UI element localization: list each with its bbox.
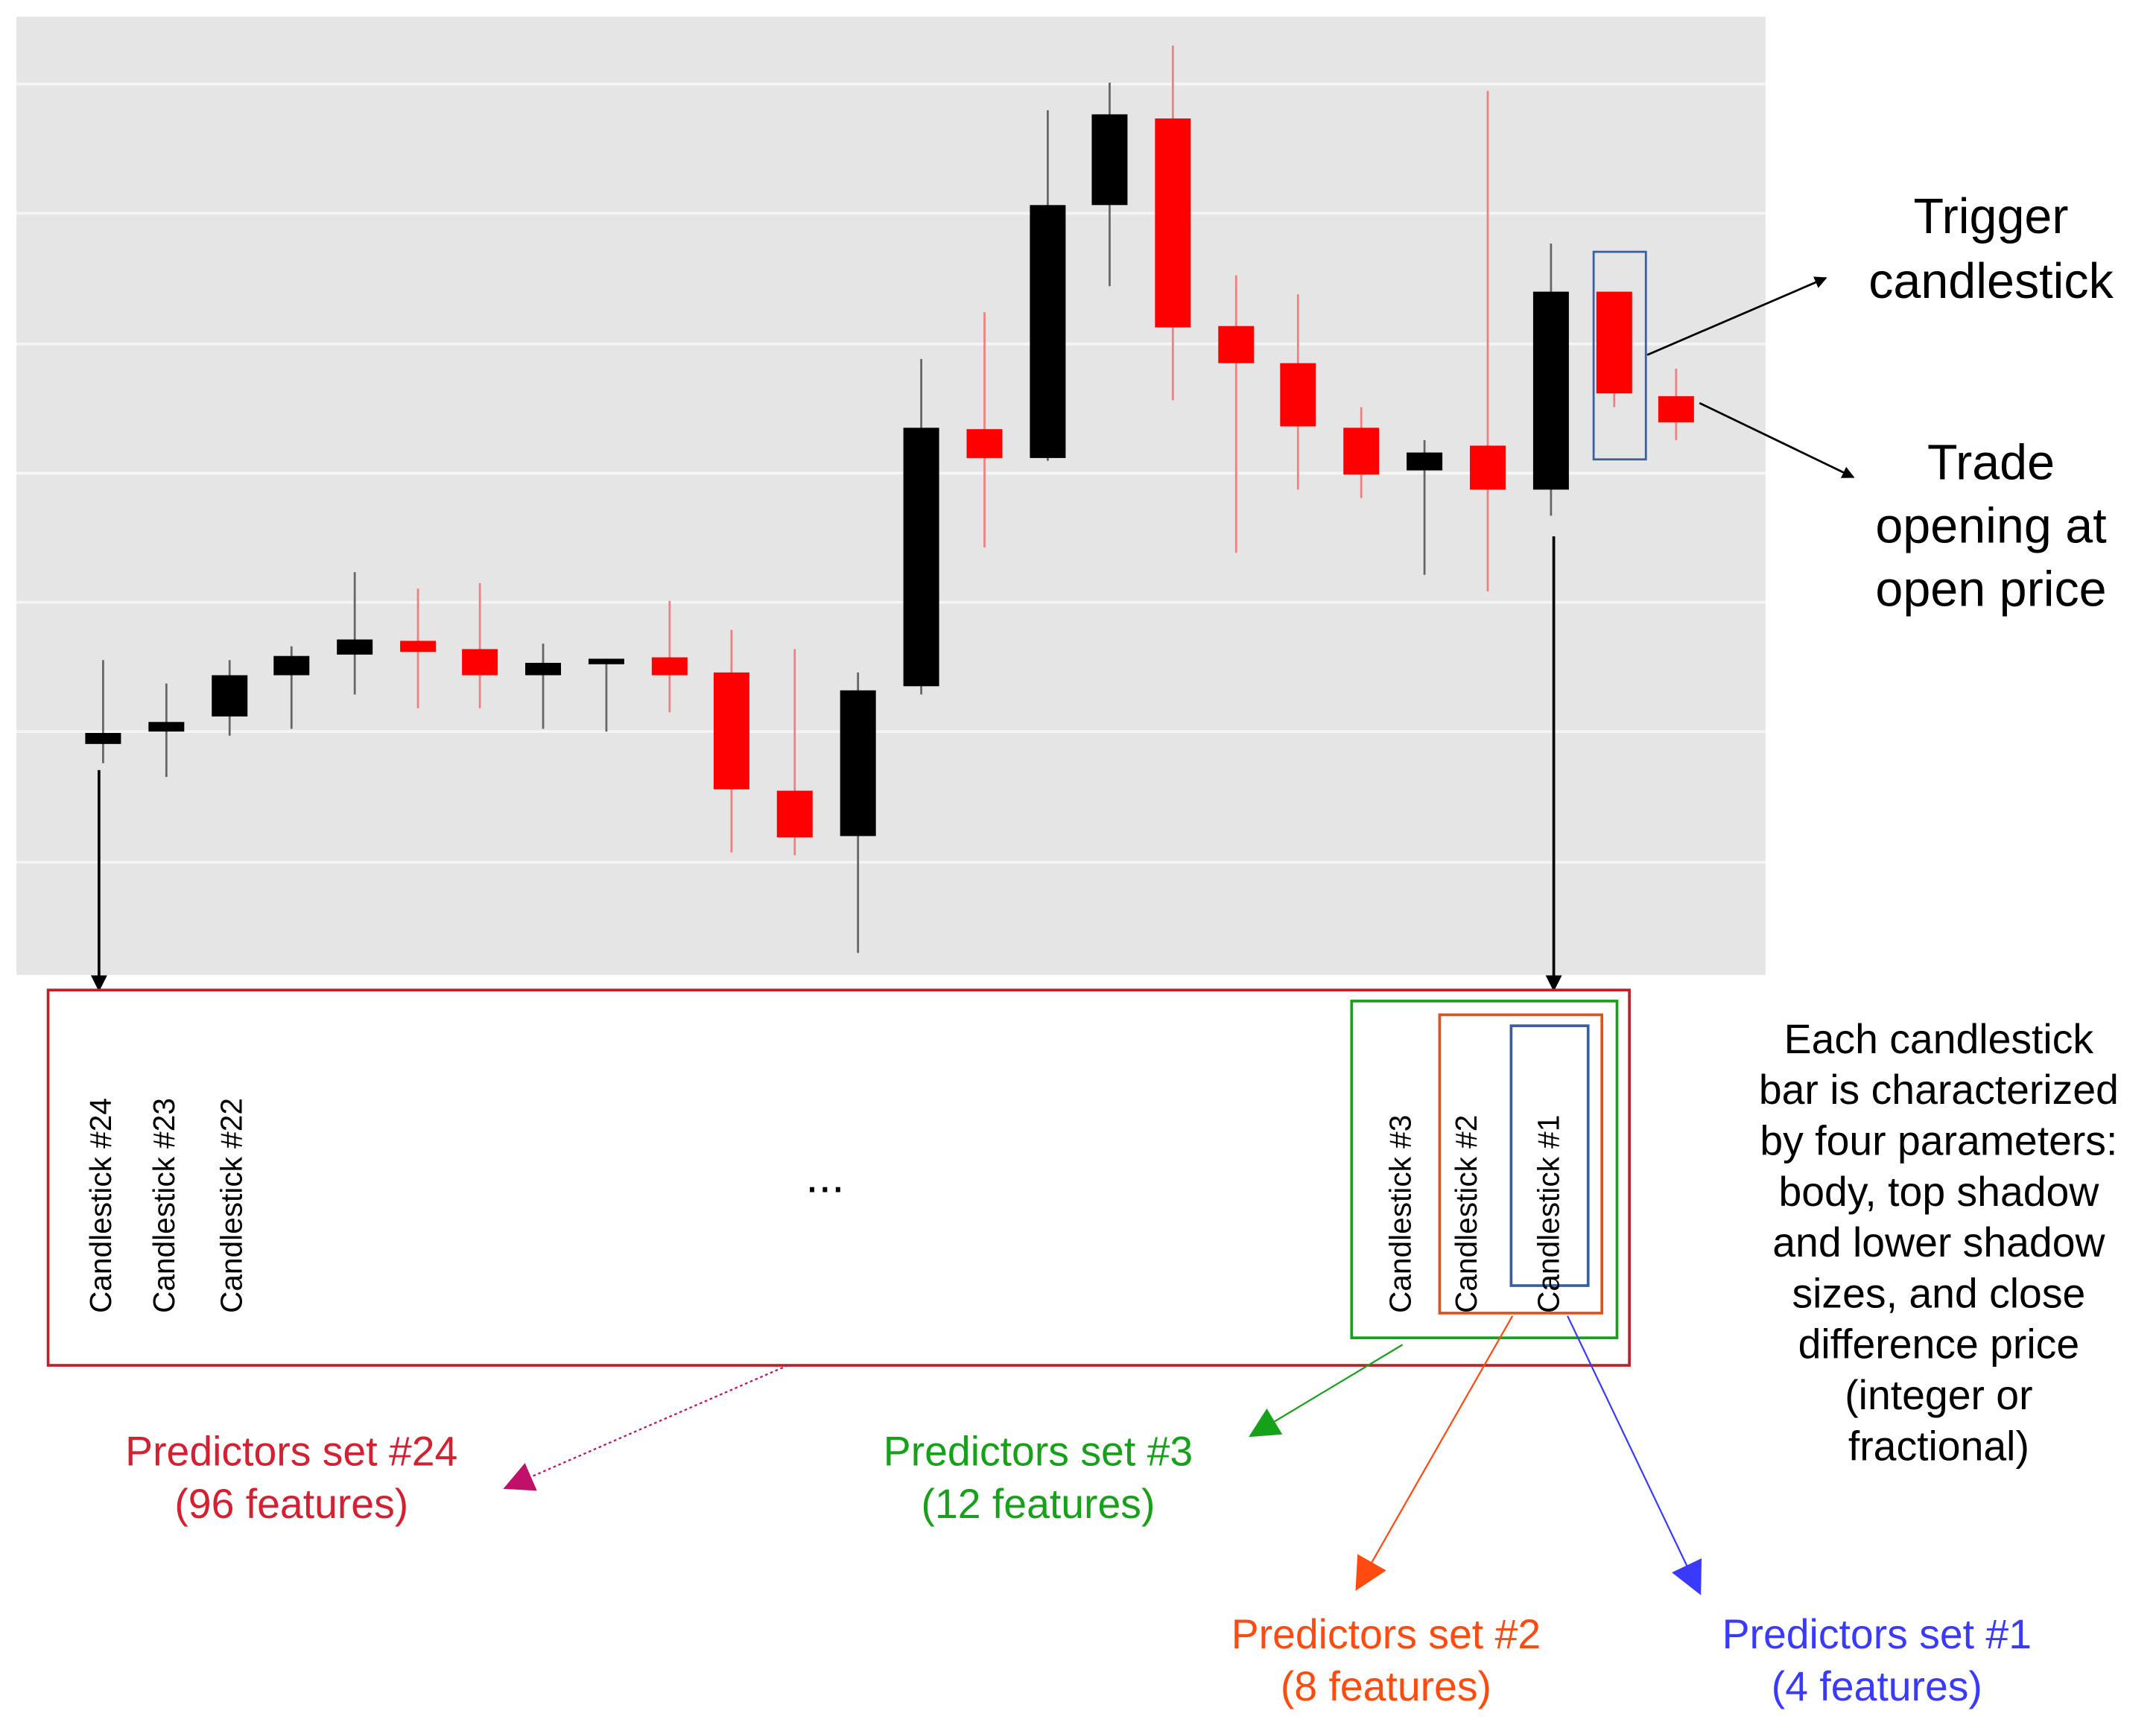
candle-body (1407, 452, 1443, 471)
predictor-title: Predictors set #1 (1722, 1611, 2032, 1657)
candlestick-label: Candlestick #24 (83, 1098, 118, 1313)
candlestick-label: Candlestick #23 (147, 1098, 181, 1313)
candle-body (1280, 363, 1316, 427)
description: difference price (1798, 1321, 2080, 1368)
set2-box (1438, 1013, 1604, 1315)
description: (integer or (1845, 1372, 2032, 1418)
set1-box (1509, 1024, 1590, 1287)
candle-body (85, 733, 121, 744)
candle-body (337, 639, 373, 655)
description: Each candlestick (1784, 1016, 2094, 1062)
predictor-title: Predictors set #2 (1231, 1611, 1541, 1657)
trade-label: open price (1875, 562, 2106, 617)
candle-body (966, 429, 1003, 458)
candle-body (1343, 428, 1380, 475)
arrow (503, 1365, 789, 1491)
candle-body (1470, 445, 1506, 490)
description: sizes, and close (1792, 1270, 2085, 1316)
predictor-title: Predictors set #3 (884, 1429, 1193, 1475)
description: by four parameters: (1760, 1118, 2117, 1164)
description: and lower shadow (1772, 1219, 2105, 1265)
candlestick-label: Candlestick #1 (1532, 1115, 1566, 1313)
candle-body (840, 690, 876, 836)
candle-body (212, 675, 248, 717)
candle-body (148, 722, 185, 732)
trigger-label: Trigger (1914, 189, 2069, 244)
window-box (46, 988, 1631, 1367)
candlestick-label: Candlestick #3 (1383, 1115, 1417, 1313)
candle-body (776, 790, 813, 838)
candle-body (400, 641, 437, 652)
candle-body (1218, 325, 1255, 363)
predictor-features: (8 features) (1281, 1663, 1491, 1709)
candle-body (588, 658, 624, 664)
description: bar is characterized (1759, 1067, 2119, 1113)
arrow (1699, 401, 1855, 479)
trade-label: Trade (1927, 436, 2055, 491)
candle-body (713, 672, 749, 790)
trade-label: opening at (1875, 498, 2106, 553)
arrow (1567, 1315, 1702, 1595)
description: fractional) (1848, 1423, 2029, 1469)
arrow (1249, 1344, 1404, 1438)
candle-body (462, 649, 498, 676)
set3-box (1350, 1000, 1619, 1339)
arrow (1355, 1315, 1514, 1591)
candle-body (1532, 291, 1569, 490)
predictor-title: Predictors set #24 (125, 1429, 457, 1475)
candle-body (1030, 205, 1066, 458)
candle-body (1091, 114, 1128, 206)
candle-chart (16, 16, 1766, 975)
description: body, top shadow (1778, 1169, 2099, 1215)
trigger-label: candlestick (1868, 254, 2114, 309)
candlestick-label: Candlestick #2 (1449, 1115, 1483, 1313)
trigger-box (1592, 250, 1647, 461)
arrow (1646, 276, 1827, 356)
candlestick-label: Candlestick #22 (214, 1098, 248, 1313)
predictor-features: (12 features) (922, 1481, 1155, 1527)
candle-body (1155, 118, 1191, 328)
chart-background (16, 16, 1766, 975)
candle-body (903, 428, 939, 687)
candle-body (1596, 291, 1632, 394)
candle-body (273, 655, 310, 676)
predictor-features: (96 features) (174, 1481, 408, 1527)
predictor-features: (4 features) (1772, 1663, 1982, 1709)
candle-body (1658, 396, 1694, 422)
candle-body (525, 662, 562, 676)
candle-body (651, 657, 688, 676)
ellipsis: ... (805, 1150, 844, 1202)
